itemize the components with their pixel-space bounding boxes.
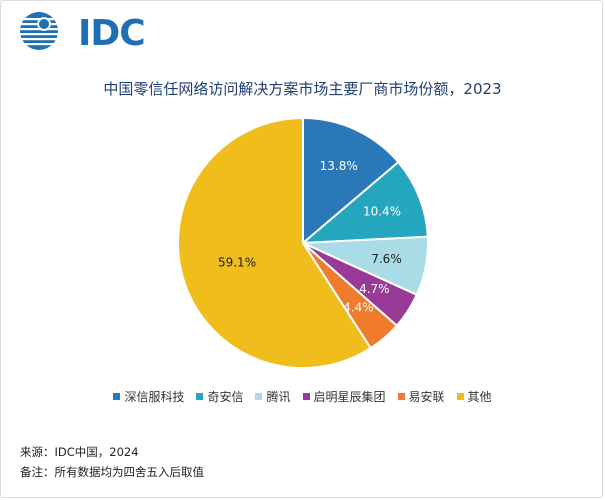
legend-item-3: 腾讯: [255, 388, 291, 405]
legend-item-1: 深信服科技: [113, 388, 184, 405]
legend-label: 启明星辰集团: [313, 390, 386, 404]
legend-label: 腾讯: [266, 390, 291, 404]
legend-swatch: [255, 393, 263, 400]
chart-title: 中国零信任网络访问解决方案市场主要厂商市场份额，2023: [103, 80, 502, 98]
legend-label: 深信服科技: [124, 390, 185, 404]
legend-item-4: 启明星辰集团: [302, 388, 386, 405]
legend-label: 其他: [467, 390, 492, 404]
legend-label: 易安联: [408, 390, 445, 404]
legend-label: 奇安信: [207, 390, 244, 404]
pie-slice-1: [302, 116, 400, 246]
legend-swatch: [196, 393, 204, 400]
legend-item-6: 其他: [456, 388, 492, 405]
pie-slice-2: [300, 160, 429, 245]
slice-label-5: 4.4%: [343, 300, 374, 314]
legend-item-5: 易安联: [397, 388, 445, 405]
legend-swatch: [397, 393, 405, 400]
idc-logo: IDC: [18, 10, 146, 52]
pie-slice-6: [177, 116, 373, 369]
legend-item-2: 奇安信: [196, 388, 243, 405]
slice-label-6: 59.1%: [218, 255, 256, 269]
rounding-note: 备注：所有数据均为四舍五入后取值: [20, 465, 204, 479]
legend-swatch: [456, 393, 464, 400]
logo-text: IDC: [78, 13, 146, 54]
slice-label-3: 7.6%: [371, 252, 402, 266]
globe-icon: [20, 12, 58, 50]
legend-swatch: [302, 393, 310, 400]
legend-swatch: [113, 393, 121, 400]
slice-label-4: 4.7%: [359, 282, 390, 296]
slice-label-2: 10.4%: [363, 205, 401, 219]
source-note: 来源：IDC中国，2024: [20, 445, 139, 459]
chart-legend: 深信服科技 奇安信 腾讯 启明星辰集团 易安联 其他: [0, 388, 605, 405]
slice-label-1: 13.8%: [320, 159, 358, 173]
